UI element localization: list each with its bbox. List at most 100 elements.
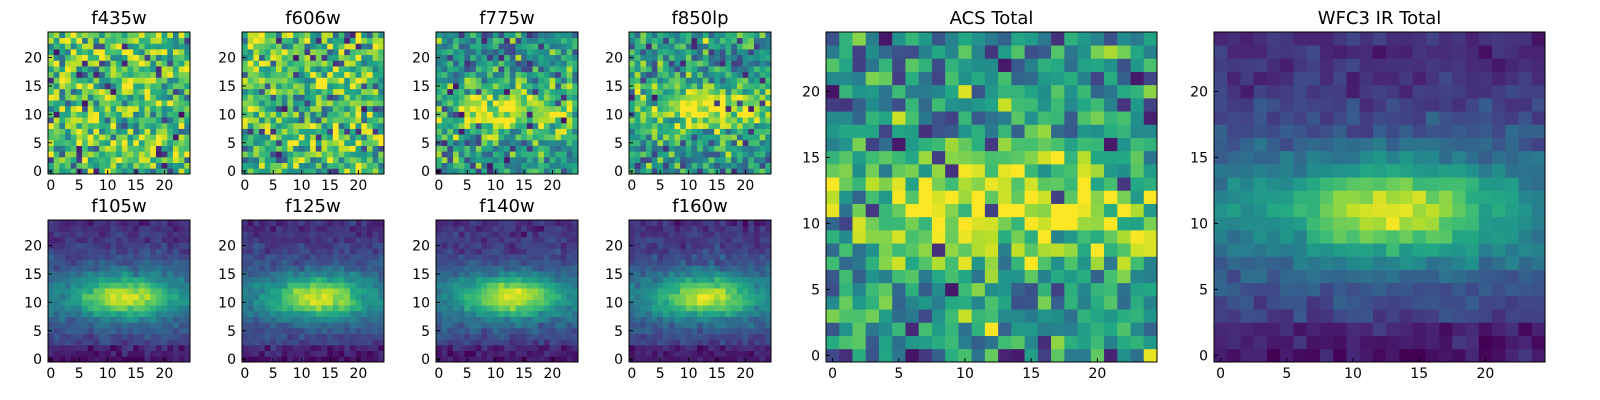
heatmap-cell (441, 322, 448, 329)
heatmap-cell (765, 66, 772, 73)
heatmap-cell (634, 49, 641, 56)
heatmap-cell (104, 94, 111, 101)
heatmap-cell (538, 54, 545, 61)
heatmap-cell (464, 83, 471, 90)
heatmap-cell (646, 117, 653, 124)
heatmap-cell (349, 162, 356, 169)
heatmap-cell (321, 333, 328, 340)
heatmap-cell (53, 151, 60, 158)
heatmap-cell (668, 356, 675, 363)
heatmap-cell (685, 54, 692, 61)
heatmap-cell (93, 225, 100, 232)
heatmap-cell (674, 94, 681, 101)
heatmap-cell (708, 54, 715, 61)
heatmap-cell (150, 162, 157, 169)
heatmap-cell (304, 259, 311, 266)
heatmap-cell (492, 288, 499, 295)
heatmap-cell (753, 288, 760, 295)
heatmap-cell (470, 54, 477, 61)
heatmap-cell (680, 299, 687, 306)
heatmap-cell (742, 305, 749, 312)
heatmap-cell (742, 276, 749, 283)
heatmap-cell (155, 276, 162, 283)
heatmap-cell (549, 43, 556, 50)
heatmap-cell (332, 151, 339, 158)
heatmap-cell (731, 139, 738, 146)
heatmap-cell (470, 248, 477, 255)
heatmap-cell (538, 220, 545, 227)
heatmap-cell (515, 299, 522, 306)
heatmap-cell (447, 327, 454, 334)
heatmap-cell (640, 54, 647, 61)
heatmap-cell (560, 162, 567, 169)
heatmap-cell (172, 122, 179, 129)
heatmap-cell (344, 310, 351, 317)
heatmap-cell (372, 344, 379, 351)
heatmap-cell (748, 168, 755, 175)
heatmap-cell (487, 94, 494, 101)
heatmap-cell (453, 316, 460, 323)
heatmap-cell (453, 156, 460, 163)
heatmap-cell (464, 139, 471, 146)
axes-frame (241, 219, 385, 363)
heatmap-cell (549, 162, 556, 169)
heatmap-cell (555, 327, 562, 334)
heatmap-cell (253, 156, 260, 163)
heatmap-cell (344, 282, 351, 289)
heatmap-cell (144, 83, 151, 90)
heatmap-cell (668, 105, 675, 112)
heatmap-cell (110, 254, 117, 261)
heatmap-cell (436, 122, 443, 129)
heatmap-cell (560, 139, 567, 146)
heatmap-cell (270, 60, 277, 67)
heatmap-cell (167, 139, 174, 146)
heatmap-cell (298, 134, 305, 141)
heatmap-cell (65, 299, 72, 306)
heatmap-cell (504, 117, 511, 124)
heatmap-cell (447, 254, 454, 261)
heatmap-cell (172, 88, 179, 95)
heatmap-cell (310, 265, 317, 272)
heatmap-cell (458, 54, 465, 61)
heatmap-cell (127, 350, 134, 357)
heatmap-cell (270, 134, 277, 141)
heatmap-cell (287, 316, 294, 323)
heatmap-cell (150, 271, 157, 278)
heatmap-cell (470, 282, 477, 289)
heatmap-cell (719, 265, 726, 272)
heatmap-cell (470, 333, 477, 340)
heatmap-cell (264, 71, 271, 78)
heatmap-cell (453, 237, 460, 244)
heatmap-cell (99, 327, 106, 334)
heatmap-cell (276, 88, 283, 95)
heatmap-cell (685, 327, 692, 334)
heatmap-cell (759, 134, 766, 141)
heatmap-cell (753, 305, 760, 312)
heatmap-cell (702, 276, 709, 283)
heatmap-cell (116, 265, 123, 272)
heatmap-cell (447, 276, 454, 283)
heatmap-cell (138, 105, 145, 112)
heatmap-cell (184, 310, 191, 317)
heatmap-cell (657, 293, 664, 300)
heatmap-cell (366, 259, 373, 266)
heatmap-cell (53, 339, 60, 346)
heatmap-cell (481, 94, 488, 101)
heatmap-cell (719, 77, 726, 84)
heatmap-cell (572, 316, 579, 323)
heatmap-cell (82, 237, 89, 244)
heatmap-cell (708, 276, 715, 283)
heatmap-cell (338, 310, 345, 317)
heatmap-cell (470, 310, 477, 317)
heatmap-cell (127, 316, 134, 323)
heatmap-cell (53, 117, 60, 124)
heatmap-cell (304, 237, 311, 244)
heatmap-cell (344, 88, 351, 95)
heatmap-cell (765, 60, 772, 67)
heatmap-cell (59, 265, 66, 272)
heatmap-cell (470, 49, 477, 56)
heatmap-cell (264, 151, 271, 158)
heatmap-cell (155, 94, 162, 101)
heatmap-cell (293, 88, 300, 95)
heatmap-cell (53, 327, 60, 334)
